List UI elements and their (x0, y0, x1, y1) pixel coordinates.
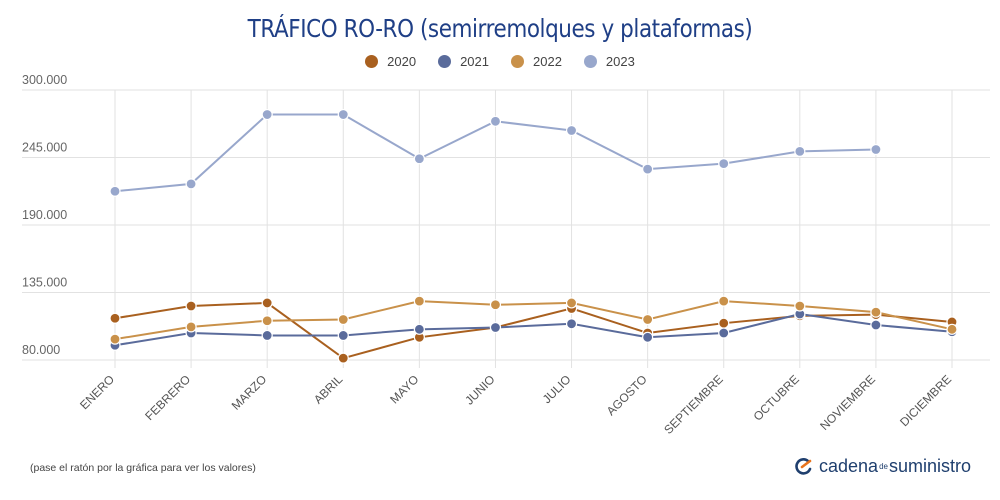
legend-marker (365, 55, 379, 68)
data-point-2021 (642, 331, 654, 343)
data-point-2021 (870, 319, 882, 331)
data-point-2023 (185, 178, 197, 190)
legend-label: 2022 (533, 54, 562, 69)
data-point-2023 (565, 124, 578, 137)
legend-item-2023[interactable]: 2023 (583, 54, 635, 69)
data-point-2022 (565, 297, 578, 309)
y-tick-label: 135.000 (22, 276, 67, 290)
footnote: (pase el ratón por la gráfica para ver l… (30, 462, 256, 474)
data-point-2022 (718, 295, 730, 307)
data-point-2022 (794, 300, 806, 312)
x-tick-label: MAYO (387, 372, 421, 406)
data-point-2022 (946, 323, 958, 335)
data-point-2023 (489, 115, 502, 127)
data-point-2023 (261, 108, 273, 121)
data-point-2021 (261, 329, 273, 342)
x-tick-label: SEPTIEMBRE (661, 372, 726, 437)
x-axis: ENERO FEBRERO MARZO ABRIL MAYO JUNIO JULIO AGOS… (77, 372, 954, 437)
x-tick-label: JUNIO (462, 372, 497, 407)
data-point-2021 (413, 323, 425, 335)
data-point-2022 (185, 321, 197, 333)
legend-marker (583, 55, 597, 68)
series-line-2020 (114, 301, 953, 360)
series-line-2022 (114, 300, 953, 341)
x-tick-label: OCTUBRE (751, 372, 802, 423)
cadena-de-suministro-logo-icon (795, 457, 812, 475)
data-point-2020 (337, 352, 349, 364)
x-tick-label: NOVIEMBRE (817, 372, 878, 433)
data-point-2023 (642, 163, 654, 175)
data-point-2020 (718, 317, 730, 329)
data-point-2022 (261, 315, 273, 327)
series-points (109, 108, 958, 364)
legend-label: 2021 (460, 54, 489, 69)
x-tick-label: FEBRERO (142, 372, 193, 423)
data-point-2022 (489, 299, 502, 311)
data-point-2023 (870, 143, 882, 156)
x-tick-label: JULIO (540, 372, 574, 406)
legend-item-2022[interactable]: 2022 (511, 54, 562, 69)
y-tick-label: 80.000 (22, 343, 60, 357)
data-point-2020 (185, 300, 197, 312)
x-tick-label: DICIEMBRE (897, 372, 954, 429)
data-point-2021 (718, 327, 730, 339)
data-point-2021 (489, 321, 502, 334)
chart-title: TRÁFICO RO-RO (semirremolques y platafor… (247, 14, 753, 43)
data-point-2020 (261, 297, 273, 309)
legend-marker (438, 55, 452, 68)
data-point-2022 (642, 313, 654, 326)
x-tick-label: AGOSTO (604, 372, 650, 418)
brand-text-suministro: suministro (888, 456, 971, 476)
data-point-2023 (794, 145, 806, 157)
data-point-2022 (337, 313, 349, 326)
legend-marker (511, 55, 524, 68)
brand-text-cadena: cadena (819, 456, 879, 476)
x-tick-label: ABRIL (311, 372, 346, 407)
legend-item-2020[interactable]: 2020 (365, 54, 416, 69)
legend-label: 2023 (605, 54, 635, 69)
series-line-2021 (114, 312, 953, 347)
legend-item-2021[interactable]: 2021 (438, 54, 489, 69)
data-point-2021 (565, 318, 578, 330)
data-point-2022 (413, 295, 425, 307)
y-axis: 80.000 135.000 190.000 245.000 300.000 (22, 73, 67, 357)
legend: 2020 2021 2022 2023 (0, 54, 1000, 69)
brand-logo: cadena de suministro (793, 456, 971, 477)
data-point-2022 (109, 333, 121, 345)
data-point-2023 (718, 158, 730, 170)
legend-label: 2020 (387, 54, 417, 69)
data-point-2023 (109, 185, 121, 197)
y-tick-label: 190.000 (22, 208, 67, 222)
series-lines (114, 113, 953, 360)
data-point-2020 (109, 312, 121, 324)
data-point-2021 (337, 329, 349, 342)
data-point-2023 (337, 108, 349, 121)
x-tick-label: ENERO (77, 372, 117, 412)
y-tick-label: 300.000 (22, 73, 67, 87)
data-point-2022 (870, 306, 882, 318)
data-point-2023 (413, 153, 425, 165)
x-tick-label: MARZO (229, 372, 270, 413)
gridlines (22, 89, 990, 368)
brand-text-de: de (879, 462, 888, 471)
y-tick-label: 245.000 (22, 141, 67, 155)
